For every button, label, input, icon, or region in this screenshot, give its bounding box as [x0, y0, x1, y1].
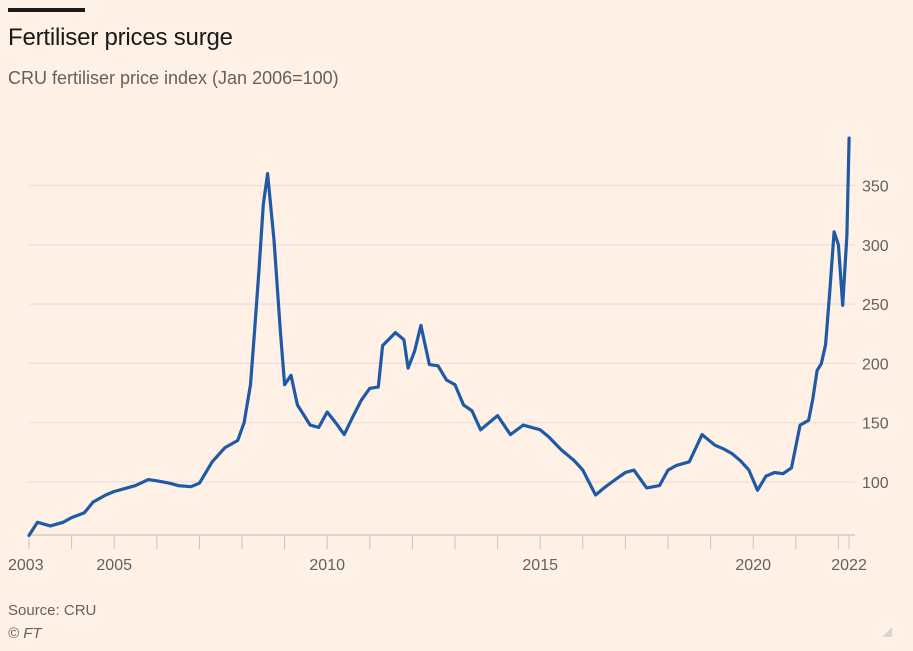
resize-handle-icon[interactable]: [882, 627, 892, 637]
y-tick-label: 200: [862, 356, 889, 373]
ft-brand-bar: [8, 8, 85, 12]
series-layer: [27, 136, 851, 537]
series-line-0: [27, 136, 851, 537]
x-tick-label: 2003: [8, 557, 44, 574]
chart-subtitle: CRU fertiliser price index (Jan 2006=100…: [8, 68, 339, 88]
x-tick-label: 2010: [309, 557, 345, 574]
y-tick-label: 250: [862, 297, 889, 314]
x-tick-label: 2015: [522, 557, 558, 574]
copyright-note: © FT: [8, 625, 42, 642]
y-axis: 100 150 200 250 300 350: [862, 179, 889, 493]
y-tick-label: 100: [862, 475, 889, 492]
source-note: Source: CRU: [8, 602, 97, 619]
y-tick-label: 150: [862, 416, 889, 433]
y-tick-label: 300: [862, 238, 889, 255]
y-tick-label: 350: [862, 179, 889, 196]
x-tick-label: 2022: [831, 557, 867, 574]
chart-title: Fertiliser prices surge: [8, 24, 233, 51]
gridlines: [29, 184, 855, 483]
x-axis: 2003 2005 2010 2015 2020 2022: [8, 534, 867, 574]
x-tick-label: 2020: [735, 557, 771, 574]
x-tick-label: 2005: [96, 557, 132, 574]
